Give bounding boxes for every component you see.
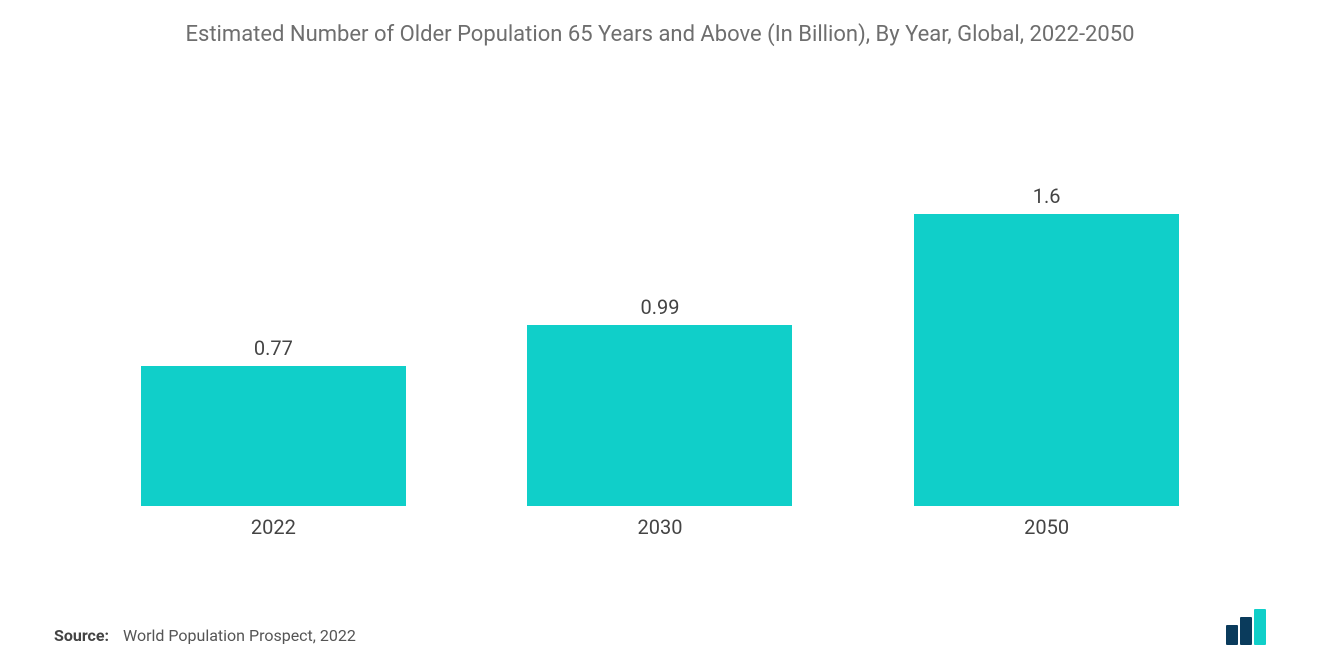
x-label-0: 2022 bbox=[80, 515, 467, 539]
x-label-1: 2030 bbox=[467, 515, 854, 539]
logo-bar-1 bbox=[1240, 617, 1252, 645]
bar-group-1: 0.99 bbox=[467, 295, 854, 506]
source-text: World Population Prospect, 2022 bbox=[123, 626, 356, 645]
source-citation: Source: World Population Prospect, 2022 bbox=[54, 626, 356, 645]
bar-1 bbox=[527, 325, 792, 506]
bar-value-0: 0.77 bbox=[254, 336, 293, 360]
chart-title: Estimated Number of Older Population 65 … bbox=[50, 20, 1270, 50]
bar-group-2: 1.6 bbox=[853, 184, 1240, 506]
chart-footer: Source: World Population Prospect, 2022 bbox=[50, 609, 1270, 645]
bar-2 bbox=[914, 214, 1179, 506]
chart-container: Estimated Number of Older Population 65 … bbox=[0, 0, 1320, 665]
x-label-2: 2050 bbox=[853, 515, 1240, 539]
bar-value-2: 1.6 bbox=[1033, 184, 1061, 208]
bar-value-1: 0.99 bbox=[640, 295, 679, 319]
x-axis-labels: 2022 2030 2050 bbox=[50, 507, 1270, 539]
source-label: Source: bbox=[54, 626, 109, 645]
bar-0 bbox=[141, 366, 406, 506]
logo-bar-2 bbox=[1254, 609, 1266, 645]
brand-logo-icon bbox=[1226, 609, 1266, 645]
chart-plot-area: 0.77 0.99 1.6 bbox=[50, 90, 1270, 507]
logo-bar-0 bbox=[1226, 625, 1238, 645]
bar-group-0: 0.77 bbox=[80, 336, 467, 506]
